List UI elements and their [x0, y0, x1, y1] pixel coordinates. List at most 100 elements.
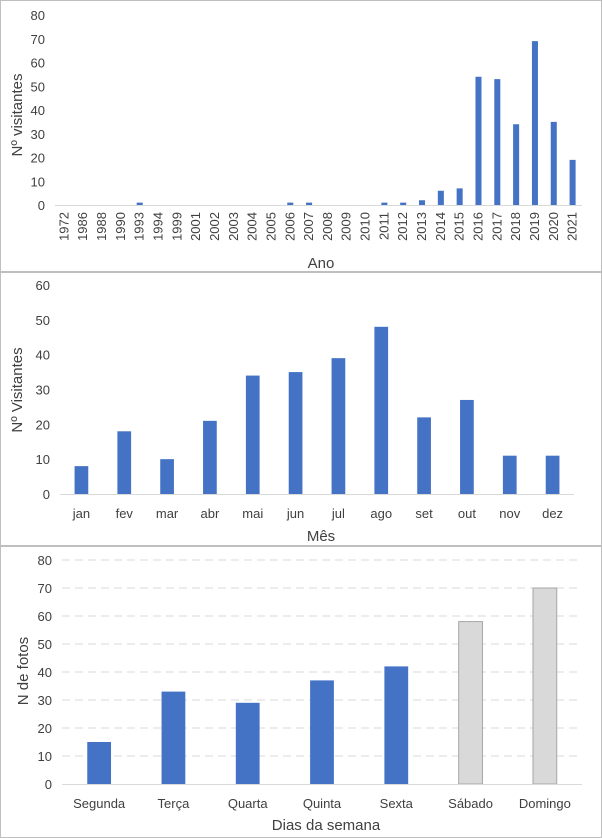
chart-2-xlabel: Mês [307, 528, 335, 545]
chart-2-bar [417, 417, 431, 494]
chart-1-xtick-label: 2008 [320, 212, 335, 241]
chart-2-bar [545, 455, 560, 494]
chart-1-xtick-label: 2006 [282, 212, 297, 241]
chart-3-bar [87, 742, 112, 784]
chart-2-bar [245, 375, 260, 494]
chart-3-bar [458, 621, 483, 785]
chart-1-xtick-label: 2002 [207, 212, 222, 241]
chart-2-bar [374, 326, 389, 494]
chart-1-bar [475, 76, 482, 205]
chart-1-xtick-label: 2021 [565, 212, 580, 241]
chart-3-xtick-label: Quinta [303, 796, 342, 811]
chart-2-bar [117, 431, 132, 494]
chart-2-ylabel: Nº Visitantes [9, 347, 26, 432]
chart-2-bar [331, 358, 346, 494]
chart-1-xtick-label: 2018 [508, 212, 523, 241]
chart-1-bar [550, 121, 557, 205]
chart-1-ylabel: Nº visitantes [9, 73, 26, 156]
chart-1-xtick-label: 2004 [245, 212, 260, 241]
chart-2-bar [160, 459, 174, 494]
chart-1-ytick-label: 10 [31, 174, 45, 189]
chart-3-ytick-label: 70 [38, 581, 52, 596]
chart-2-xtick-label: abr [201, 506, 220, 521]
chart-2-xtick-label: mai [242, 506, 263, 521]
chart-2-xtick-label: set [415, 506, 433, 521]
chart-1-xtick-label: 2009 [339, 212, 354, 241]
chart-1-xtick-label: 2011 [376, 212, 391, 240]
chart-1-xtick-label: 1972 [56, 212, 71, 241]
chart-1-ytick-label: 30 [31, 127, 45, 142]
chart-2-ytick-label: 30 [36, 383, 50, 398]
chart-1-bar [136, 202, 143, 205]
chart-1-ytick-label: 20 [31, 151, 45, 166]
chart-1-xtick-label: 1988 [94, 212, 109, 241]
chart-3-ytick-label: 20 [38, 721, 52, 736]
chart-1-xtick-label: 2020 [546, 212, 561, 241]
chart-2-ytick-label: 0 [43, 487, 50, 502]
chart-1-xtick-label: 2003 [226, 212, 241, 241]
chart-2-bar [460, 399, 474, 494]
chart-1-bar [513, 124, 520, 205]
chart-1-bar [419, 200, 426, 205]
chart-3-ytick-label: 40 [38, 665, 52, 680]
chart-3-ytick-label: 30 [38, 693, 52, 708]
chart-3-bar [384, 666, 409, 784]
chart-2-bar [502, 455, 517, 494]
chart-1-xtick-label: 2016 [470, 212, 485, 241]
panel-3-border [0, 546, 602, 838]
chart-2-xtick-label: jul [331, 506, 345, 521]
chart-2-bar [203, 420, 217, 494]
chart-1-bar [456, 188, 463, 205]
chart-3-bar [310, 680, 334, 784]
chart-1-xtick-label: 1994 [151, 212, 166, 241]
chart-1-bar [306, 202, 313, 205]
chart-1-xtick-label: 2017 [489, 212, 504, 241]
chart-2-bar [74, 466, 89, 494]
chart-1-bar [437, 190, 444, 205]
chart-1-xtick-label: 2015 [452, 212, 467, 241]
chart-3-ytick-label: 10 [38, 749, 52, 764]
chart-2-ytick-label: 50 [36, 313, 50, 328]
chart-1-xlabel: Ano [308, 255, 335, 272]
chart-visitors-by-month: Nº Visitantes Mês 0 10 20 30 40 50 60 jan fev mar… [9, 278, 574, 545]
chart-visitors-by-year: Nº visitantes Ano 0 10 20 30 40 50 60 70 80 1972 1… [9, 8, 582, 272]
chart-1-ytick-label: 70 [31, 32, 45, 47]
chart-1-xtick-label: 2007 [301, 212, 316, 241]
chart-1-xtick-label: 2010 [358, 212, 373, 241]
chart-3-ytick-label: 60 [38, 609, 52, 624]
chart-1-ytick-label: 80 [31, 8, 45, 23]
chart-1-ytick-label: 50 [31, 79, 45, 94]
chart-2-xtick-label: dez [542, 506, 563, 521]
chart-1-ytick-label: 0 [38, 198, 45, 213]
chart-1-bar [494, 79, 501, 205]
chart-3-bar [161, 691, 186, 784]
chart-3-xtick-label: Domingo [519, 796, 571, 811]
chart-2-xtick-label: fev [116, 506, 134, 521]
chart-1-xtick-label: 1999 [169, 212, 184, 241]
chart-3-bar [235, 702, 260, 784]
chart-1-xtick-label: 2012 [395, 212, 410, 241]
chart-2-ytick-label: 20 [36, 417, 50, 432]
chart-1-xtick-label: 2014 [433, 212, 448, 241]
chart-1-xtick-label: 2001 [188, 212, 203, 241]
chart-2-bar [288, 372, 303, 494]
chart-2-xtick-label: jan [72, 506, 90, 521]
chart-1-bar [569, 159, 576, 205]
chart-1-ytick-label: 60 [31, 56, 45, 71]
chart-1-xtick-label: 1990 [113, 212, 128, 241]
panel-1-border [0, 0, 602, 272]
chart-1-ytick-label: 40 [31, 103, 45, 118]
chart-1-xtick-label: 2013 [414, 212, 429, 241]
chart-1-bar [381, 202, 388, 205]
chart-1-bar [287, 202, 294, 205]
chart-1-bar [531, 41, 538, 205]
chart-1-bar [400, 202, 407, 205]
chart-3-bar [532, 587, 558, 785]
chart-2-xtick-label: mar [156, 506, 179, 521]
chart-3-ytick-label: 80 [38, 553, 52, 568]
chart-2-xtick-label: nov [499, 506, 520, 521]
chart-3-xtick-label: Segunda [73, 796, 126, 811]
chart-3-ytick-label: 50 [38, 637, 52, 652]
